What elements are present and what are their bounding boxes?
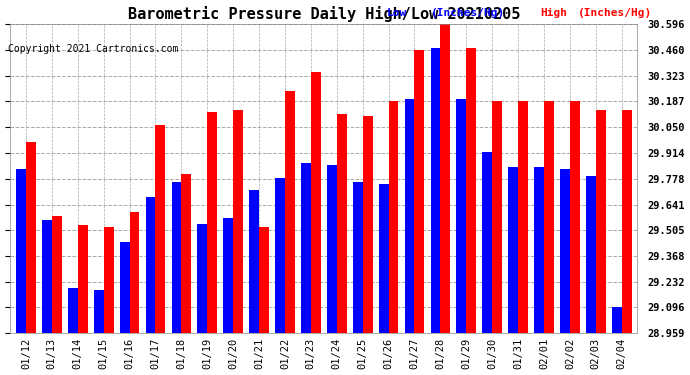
Bar [207, 112, 217, 333]
Bar [404, 99, 415, 333]
Bar [130, 212, 139, 333]
Bar [197, 224, 207, 333]
Text: High: High [540, 9, 567, 18]
Bar [275, 178, 285, 333]
Bar [570, 101, 580, 333]
Bar [94, 290, 104, 333]
Bar [16, 169, 26, 333]
Bar [52, 216, 61, 333]
Bar [146, 197, 155, 333]
Bar [26, 142, 36, 333]
Bar [492, 101, 502, 333]
Bar [518, 101, 528, 333]
Bar [155, 125, 166, 333]
Bar [353, 182, 363, 333]
Bar [534, 167, 544, 333]
Bar [388, 101, 398, 333]
Bar [337, 114, 346, 333]
Bar [104, 227, 113, 333]
Bar [224, 218, 233, 333]
Bar [311, 72, 321, 333]
Bar [431, 48, 440, 333]
Bar [586, 176, 595, 333]
Bar [285, 92, 295, 333]
Bar [622, 110, 631, 333]
Bar [415, 50, 424, 333]
Bar [68, 288, 78, 333]
Text: Copyright 2021 Cartronics.com: Copyright 2021 Cartronics.com [8, 44, 179, 54]
Text: (Inches/Hg): (Inches/Hg) [431, 9, 504, 18]
Text: (Inches/Hg): (Inches/Hg) [578, 9, 652, 18]
Bar [301, 163, 311, 333]
Bar [544, 101, 554, 333]
Bar [595, 110, 606, 333]
Bar [379, 184, 388, 333]
Bar [440, 23, 450, 333]
Bar [456, 99, 466, 333]
Bar [120, 243, 130, 333]
Bar [78, 225, 88, 333]
Bar [509, 167, 518, 333]
Bar [560, 169, 570, 333]
Bar [363, 116, 373, 333]
Bar [466, 48, 476, 333]
Bar [249, 190, 259, 333]
Text: Low: Low [386, 9, 406, 18]
Bar [42, 220, 52, 333]
Bar [327, 165, 337, 333]
Bar [482, 152, 492, 333]
Bar [172, 182, 181, 333]
Bar [612, 307, 622, 333]
Bar [181, 174, 191, 333]
Bar [233, 110, 243, 333]
Bar [259, 227, 269, 333]
Title: Barometric Pressure Daily High/Low 20210205: Barometric Pressure Daily High/Low 20210… [128, 6, 520, 21]
